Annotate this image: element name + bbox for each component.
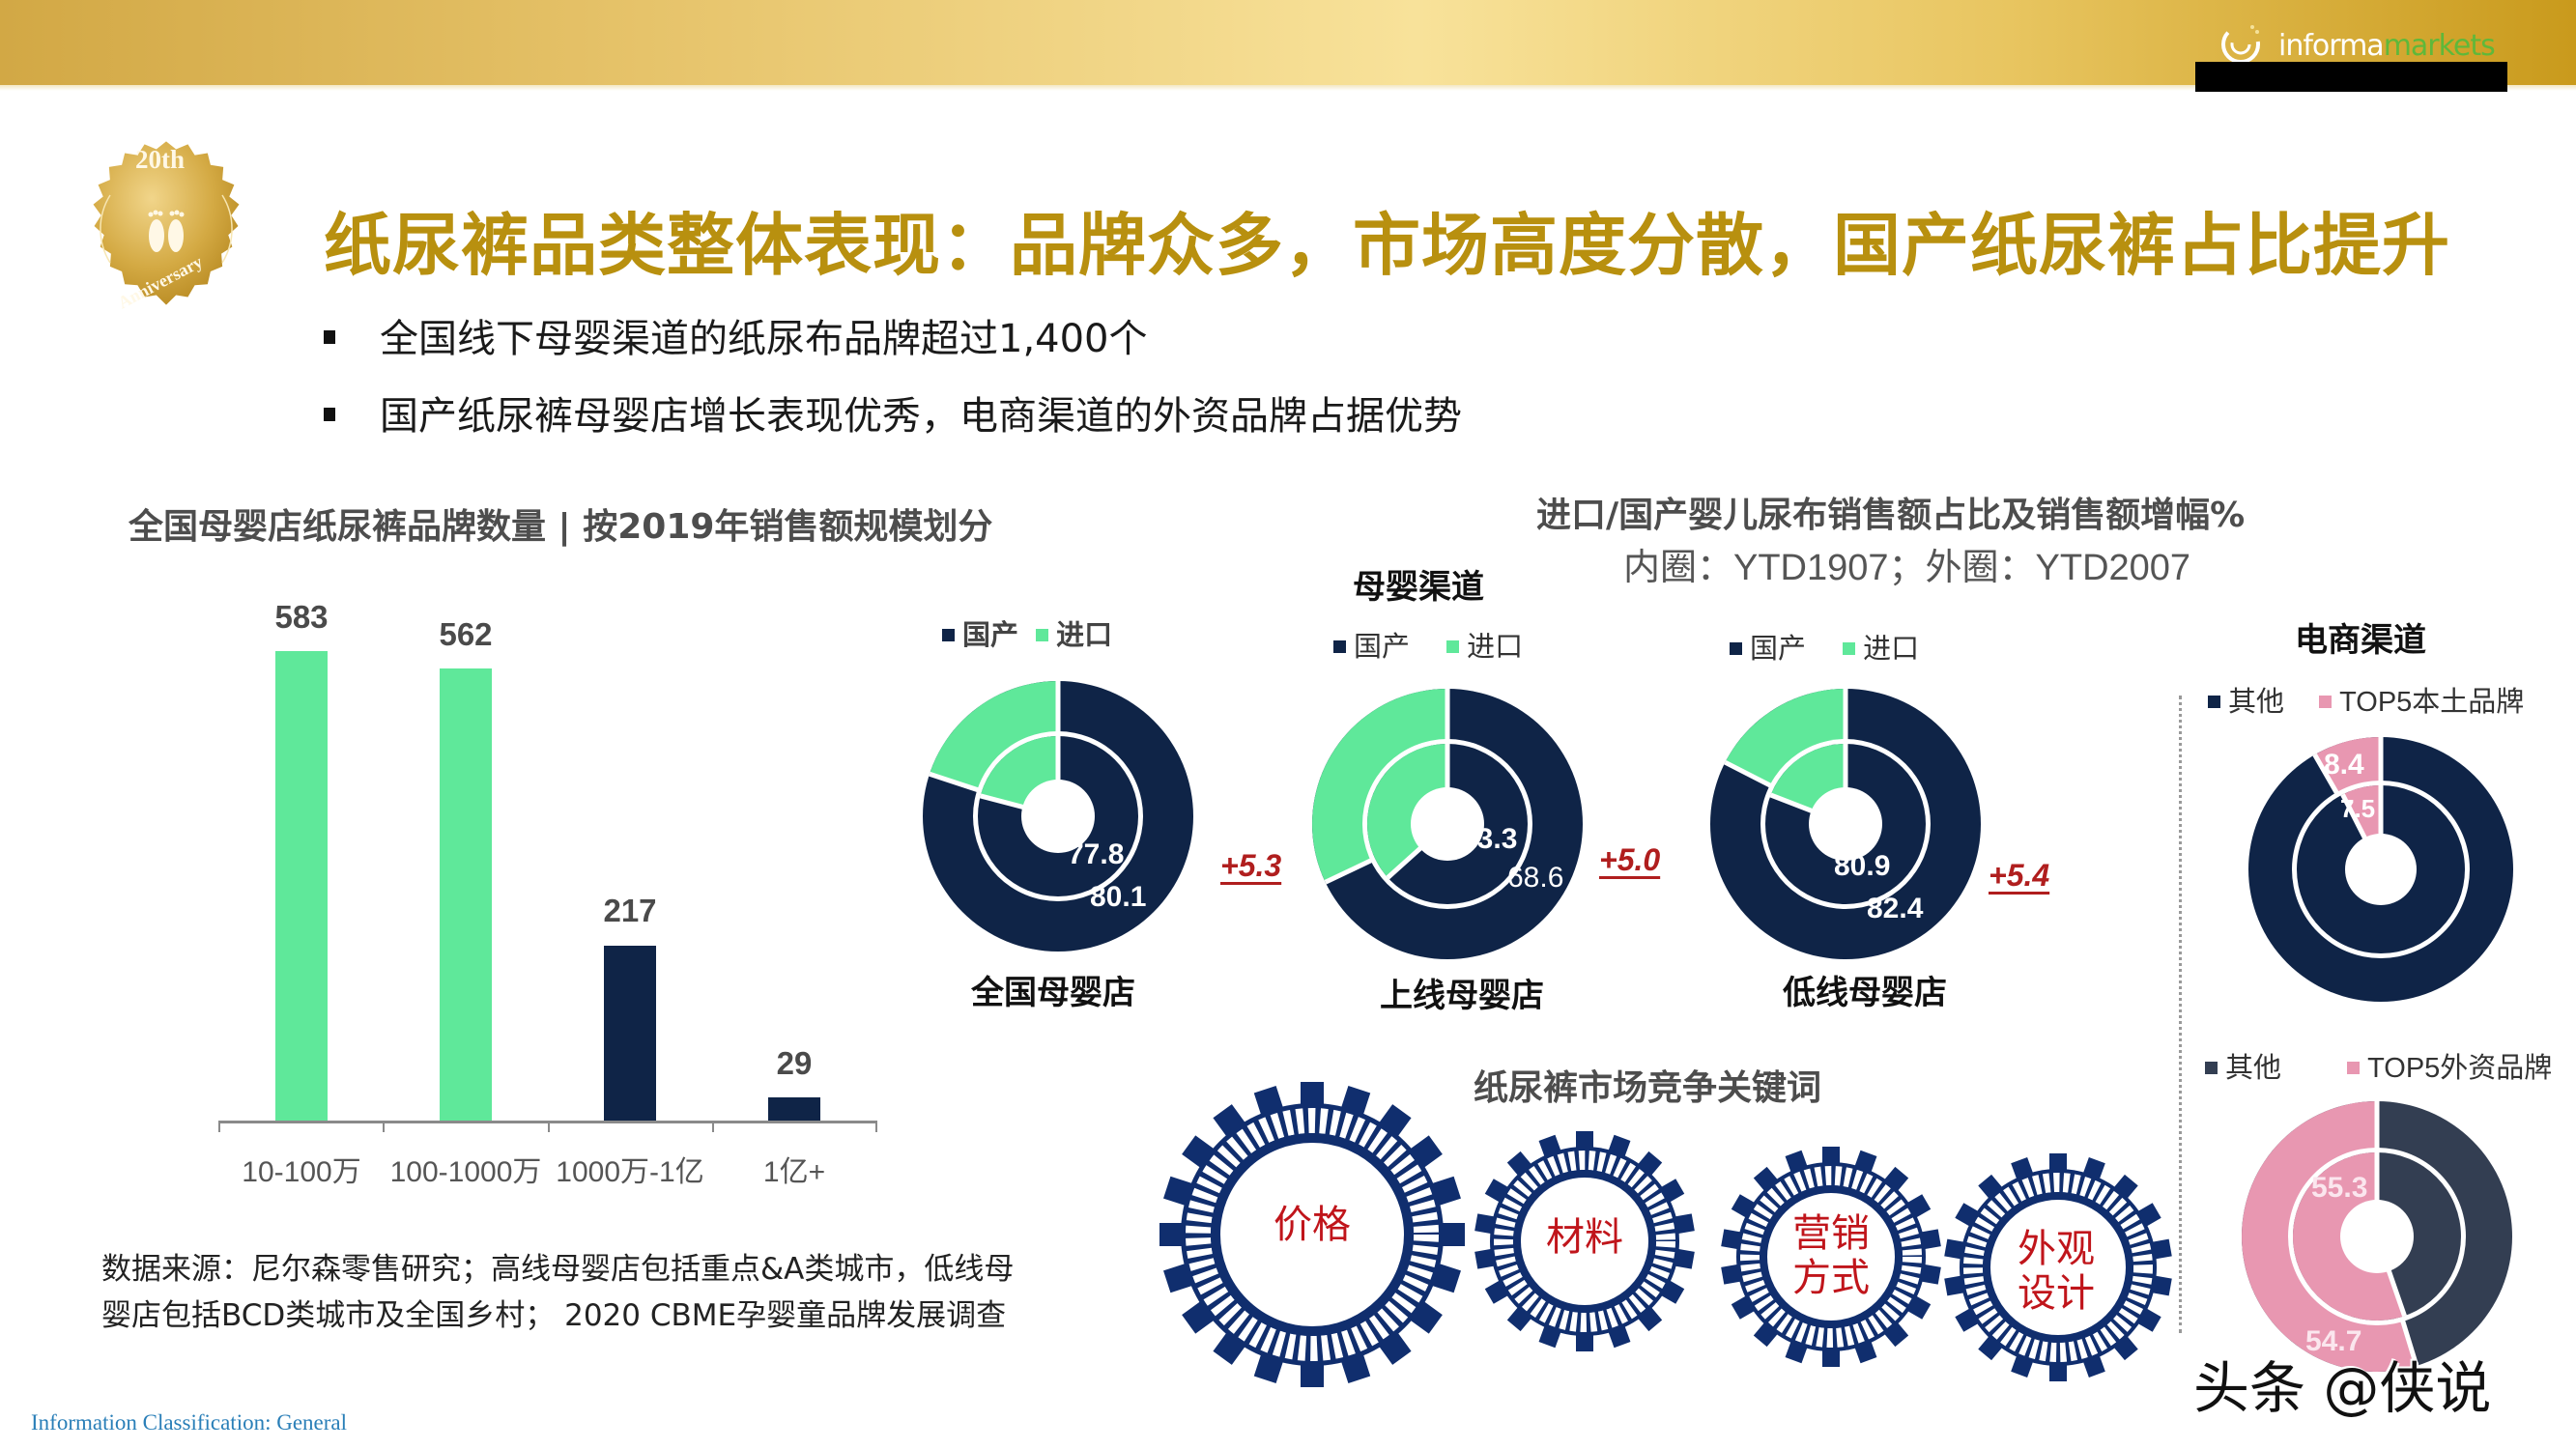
legend-swatch-top5-foreign [2347,1061,2361,1074]
section-divider [2179,696,2182,1333]
legend-swatch-other [2208,695,2220,708]
bar-100-1000wan [440,668,492,1121]
donut-chart-ecommerce-domestic [2248,737,2513,1002]
legend-donut-1: 国产 进口 [942,612,1112,653]
x-axis-label: 1亿+ [762,1156,826,1188]
bar-value-label: 217 [603,893,657,928]
keyword-price: 价格 [1274,1203,1351,1247]
gear-icon [1944,1153,2172,1381]
bar-value-label: 29 [776,1045,813,1081]
legend-swatch-domestic [942,628,955,641]
x-axis-tick [712,1121,714,1132]
header-divider [0,85,2576,91]
x-axis-tick [875,1121,877,1132]
legend-swatch-other [2205,1061,2218,1074]
gear-icon [1159,1082,1465,1387]
donut-outer-value: 54.7 [2305,1325,2362,1357]
bullet-item: 国产纸尿裤母婴店增长表现优秀，电商渠道的外资品牌占据优势 [324,384,1462,440]
bar-chart-title: 全国母婴店纸尿裤品牌数量 | 按2019年销售额规模划分 [129,507,993,547]
donut-chart-ecommerce-foreign [2242,1101,2512,1372]
growth-annotation: +5.3 [1220,848,1282,883]
bar-value-label: 583 [274,599,329,635]
legend-swatch-import [1446,639,1460,653]
gear-icon [1721,1147,1941,1367]
donut-inner-value: 63.3 [1461,823,1518,855]
x-axis-tick [548,1121,550,1132]
bullet-item: 全国线下母婴渠道的纸尿布品牌超过1,400个 [324,307,1148,363]
legend-swatch-import [1843,641,1856,655]
bar-value-label: 562 [439,616,493,652]
keyword-marketing: 营销 方式 [1792,1211,1870,1300]
donut-chart-national [923,681,1193,952]
bar-1yi-plus [768,1097,820,1121]
legend-ecommerce-2: 其他 TOP5外资品牌 [2205,1045,2552,1086]
x-axis-tick [383,1121,385,1132]
donut-inner-value: 7.5 [2340,794,2376,823]
informa-swirl-icon [2221,25,2260,64]
donut-outer-value: 68.6 [1507,862,1564,894]
legend-swatch-top5-domestic [2319,695,2333,708]
logo-text: informamarkets [2278,29,2496,63]
bar-1000wan-1yi [604,946,656,1121]
donut-chart-low-tier [1710,689,1981,959]
donut-chart-high-tier [1312,689,1583,959]
donut-inner-value: 55.3 [2311,1172,2368,1204]
x-axis-tick [218,1121,220,1132]
donut-caption: 上线母婴店 [1380,978,1544,1014]
bar-10-100wan [275,651,328,1121]
donut-outer-value: 80.1 [1090,881,1147,913]
donut-caption: 低线母婴店 [1783,975,1947,1011]
legend-donut-2: 国产 进口 [1333,624,1523,665]
legend-swatch-domestic [1333,639,1346,653]
x-axis-label: 100-1000万 [389,1156,542,1188]
gear-icon [1474,1131,1695,1351]
keywords-title: 纸尿裤市场竞争关键词 [1474,1068,1822,1108]
badge-20th-label: 20th [135,145,186,174]
header-band [0,0,2576,87]
data-source-note: 数据来源：尼尔森零售研究；高线母婴店包括重点&A类城市，低线母 婴店包括BCD类… [101,1252,1015,1333]
donut-outer-value: 8.4 [2324,749,2364,781]
donut-section-subtitle: 内圈：YTD1907；外圈：YTD2007 [1623,548,2191,588]
legend-swatch-domestic [1730,641,1742,655]
donut-inner-value: 77.8 [1068,838,1125,870]
legend-swatch-import [1036,628,1049,641]
anniversary-badge [93,141,240,305]
donut-caption: 全国母婴店 [971,975,1135,1011]
donut-section-title: 进口/国产婴儿尿布销售额占比及销售额增幅% [1536,496,2246,535]
legend-donut-3: 国产 进口 [1730,626,1919,667]
x-axis-label: 10-100万 [242,1156,361,1188]
keyword-material: 材料 [1546,1215,1623,1260]
watermark: 头条 @侠说 [2193,1355,2492,1421]
growth-annotation: +5.4 [1989,858,2050,893]
legend-ecommerce-1: 其他 TOP5本土品牌 [2208,679,2524,720]
logo-redaction-bar [2195,62,2507,92]
x-axis-label: 1000万-1亿 [556,1156,704,1188]
channel-group-label: 母婴渠道 [1353,569,1484,606]
information-classification: Information Classification: General [31,1410,348,1435]
page-title: 纸尿裤品类整体表现：品牌众多，市场高度分散，国产纸尿裤占比提升 [324,206,2450,285]
keyword-design: 外观 设计 [2018,1227,2095,1316]
bullet-square-icon [324,408,335,421]
donut-inner-value: 80.9 [1834,850,1891,882]
bullet-square-icon [324,330,335,344]
donut-outer-value: 82.4 [1867,893,1924,924]
growth-annotation: +5.0 [1599,842,1661,877]
ecommerce-title: 电商渠道 [2295,622,2426,659]
